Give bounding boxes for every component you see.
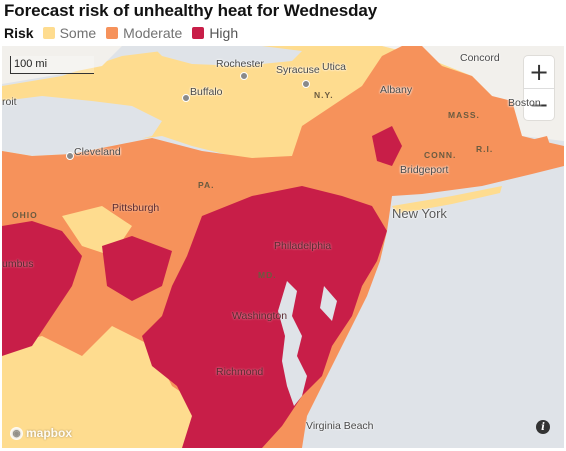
risk-high-west-pa: [102, 236, 172, 301]
legend-item-some: Some: [42, 25, 97, 41]
state-conn: CONN.: [424, 150, 457, 160]
risk-high-ohio: [2, 221, 82, 356]
city-buffalo: Buffalo: [190, 86, 223, 98]
city-dot-rochester: [240, 72, 248, 80]
zoom-in-button[interactable]: +: [528, 58, 550, 86]
risk-high-midatlantic: [142, 186, 387, 448]
land-ontario-canada: [2, 46, 122, 84]
city-cleveland: Cleveland: [74, 146, 121, 158]
legend-label-moderate: Moderate: [123, 25, 183, 41]
legend: Risk Some Moderate High: [4, 24, 248, 42]
chesapeake-bay: [278, 281, 307, 406]
zoom-out-button[interactable]: −: [524, 88, 554, 121]
swatch-moderate: [106, 27, 119, 39]
mapbox-label: mapbox: [26, 426, 73, 440]
city-dot-buffalo: [182, 94, 190, 102]
city-philadelphia: Philadelphia: [274, 240, 332, 252]
legend-item-moderate: Moderate: [106, 25, 182, 41]
swatch-some: [42, 27, 55, 39]
mapbox-logo-icon: ◉: [10, 426, 23, 440]
city-columbus: umbus: [2, 258, 34, 270]
city-rochester: Rochester: [216, 58, 264, 70]
scale-label: 100 mi: [14, 58, 48, 70]
swatch-high: [192, 27, 205, 39]
city-richmond: Richmond: [216, 366, 264, 378]
city-pittsburgh: Pittsburgh: [112, 202, 160, 214]
city-utica: Utica: [322, 61, 346, 73]
city-new-york: New York: [392, 206, 447, 221]
city-virginia-beach: Virginia Beach: [306, 420, 374, 432]
risk-high-hudson: [372, 126, 402, 166]
cape-cod: [527, 136, 552, 154]
state-ny: N.Y.: [314, 90, 334, 100]
delaware-bay: [320, 286, 337, 321]
map-canvas[interactable]: [2, 46, 564, 448]
zoom-controls: + −: [524, 56, 554, 120]
city-bridgeport: Bridgeport: [400, 164, 449, 176]
city-syracuse: Syracuse: [276, 64, 320, 76]
city-detroit: roit: [2, 96, 17, 108]
city-concord: Concord: [460, 52, 500, 64]
map-title: Forecast risk of unhealthy heat for Wedn…: [4, 1, 378, 20]
lake-erie: [2, 96, 162, 156]
city-dot-cleveland: [66, 152, 74, 160]
risk-some-south: [2, 326, 242, 448]
city-boston: Boston: [508, 97, 541, 109]
state-ri: R.I.: [476, 144, 494, 154]
legend-label-high: High: [209, 25, 239, 41]
legend-title: Risk: [4, 25, 34, 41]
heat-risk-map[interactable]: 100 mi + − Rochester Syracuse Utica Conc…: [2, 46, 564, 448]
info-icon[interactable]: i: [536, 420, 550, 434]
lake-ontario: [152, 46, 302, 66]
state-md: MD.: [258, 270, 277, 280]
state-pa: PA.: [198, 180, 215, 190]
city-albany: Albany: [380, 84, 413, 96]
scale-bar: 100 mi: [10, 56, 94, 74]
legend-label-some: Some: [59, 25, 97, 41]
state-ohio: OHIO: [12, 210, 38, 220]
long-island: [392, 186, 502, 214]
city-washington: Washington: [232, 310, 288, 322]
mapbox-attribution[interactable]: ◉ mapbox: [10, 426, 72, 440]
city-dot-syracuse: [302, 80, 310, 88]
atlantic-ocean: [302, 166, 564, 448]
legend-item-high: High: [192, 25, 238, 41]
land-neutral: [2, 46, 564, 141]
state-mass: MASS.: [448, 110, 480, 120]
